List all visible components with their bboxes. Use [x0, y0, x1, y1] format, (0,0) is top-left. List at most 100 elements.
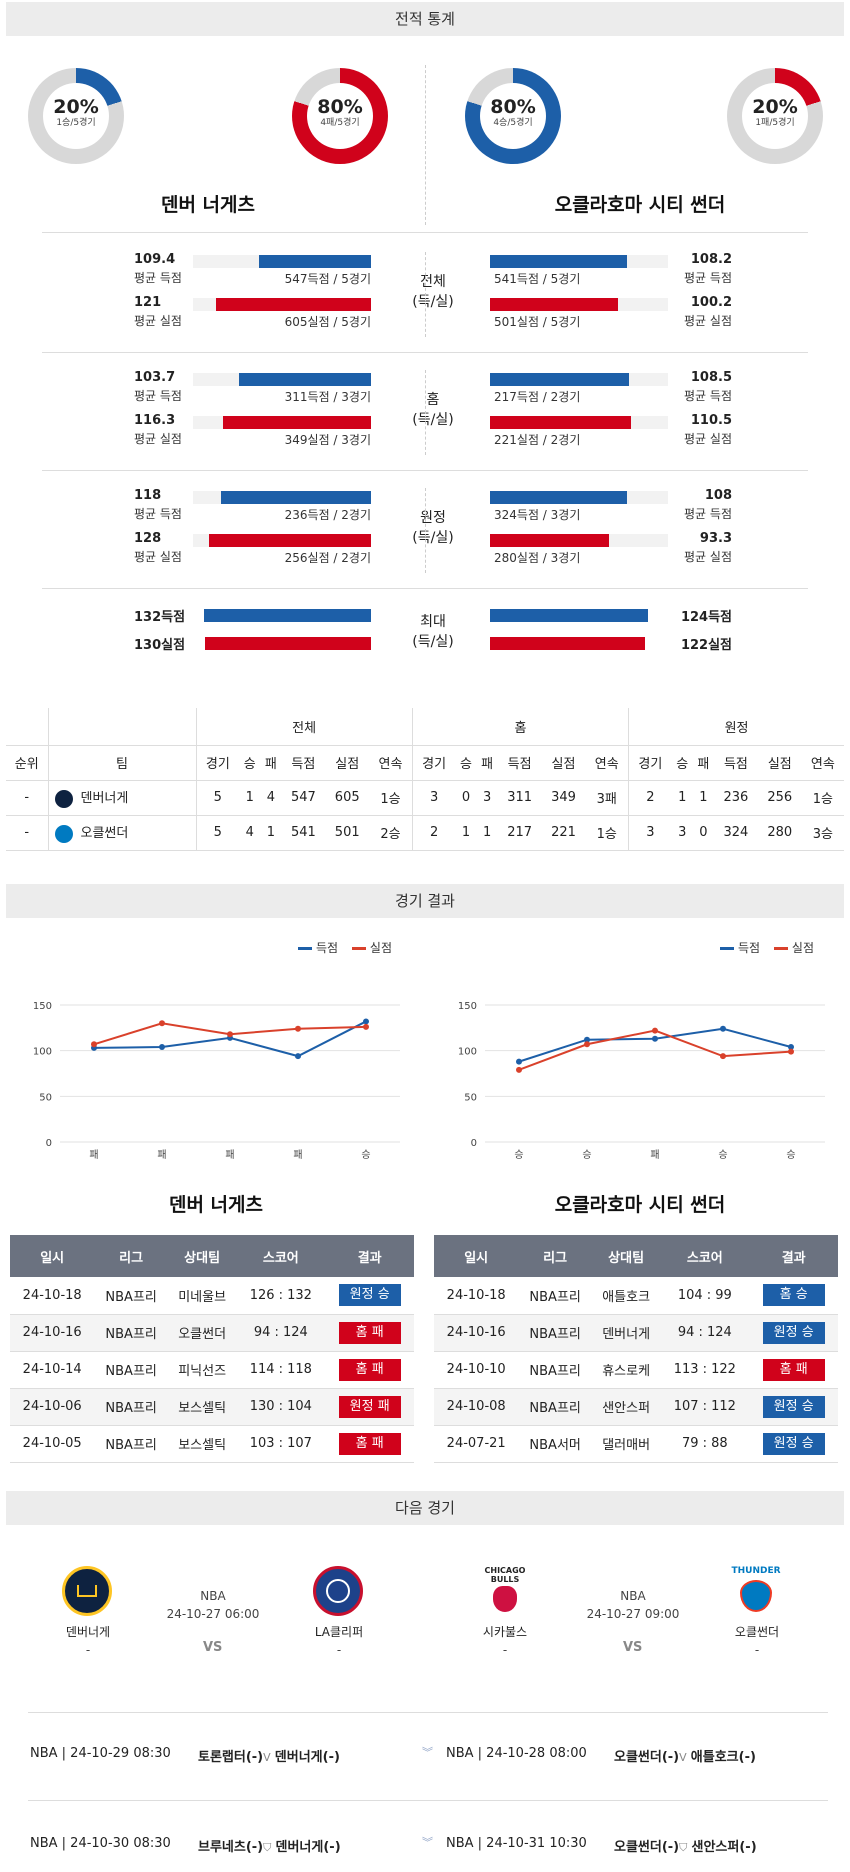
upcoming-team: 토론랩터(-) — [198, 1750, 264, 1765]
result-date: 24-07-21 — [434, 1425, 519, 1463]
column-header: 경기 — [195, 745, 240, 781]
result-score: 107 : 112 — [660, 1388, 750, 1426]
team-logo-icon — [54, 824, 73, 843]
stat-cell: 4 — [260, 780, 282, 816]
stat-caption: 217득점 / 2경기 — [494, 390, 581, 404]
column-header: 승 — [239, 745, 261, 781]
column-header: 스코어 — [660, 1235, 750, 1277]
logo-mark — [326, 1579, 350, 1603]
result-date: 24-10-18 — [10, 1277, 95, 1315]
data-point — [652, 1027, 658, 1034]
stat-bar — [216, 298, 371, 311]
upcoming-left-2-info[interactable]: NBA | 24-10-30 08:30 — [30, 1836, 171, 1851]
thunder-logo-lettering: THUNDER — [731, 1566, 781, 1576]
shield-icon: ⛉ — [679, 1841, 688, 1854]
x-tick-label: 패 — [293, 1149, 302, 1161]
stat-bar — [204, 609, 371, 622]
standings-header-row: 순위 팀 경기 승 패 득점 실점 연속 경기 승 패 득점 실점 연속 경기 승 패 득점 실점 연속 — [6, 745, 844, 781]
stat-value: 110.5 — [690, 413, 732, 428]
column-header: 상대팀 — [591, 1235, 661, 1277]
upcoming-team: 브루네츠(-) — [198, 1840, 264, 1855]
stat-value: 108.5 — [690, 370, 732, 385]
upcoming-left-1-teams[interactable]: 토론랩터(-)V 덴버너게(-) — [198, 1746, 340, 1765]
group-total: 전체 — [195, 708, 413, 746]
result-league: NBA프리 — [94, 1425, 168, 1463]
group-label: 최대 — [420, 614, 446, 630]
team-cell[interactable]: 덴버너게 — [47, 780, 196, 816]
stat-label: 평균 득점 — [134, 389, 182, 403]
divider — [42, 232, 808, 233]
stat-value: 130실점 — [134, 638, 186, 653]
column-header: 일시 — [10, 1235, 95, 1277]
upcoming-left-2-teams[interactable]: 브루네츠(-)⛉ 덴버너게(-) — [198, 1836, 341, 1855]
next-right-team2-score: - — [754, 1643, 760, 1657]
table-row: 24-10-08 NBA프리 샌안스퍼 107 : 112 원정 승 — [434, 1388, 838, 1426]
team-cell[interactable]: 오클썬더 — [47, 815, 196, 851]
result-date: 24-10-16 — [434, 1314, 519, 1352]
stat-bar — [209, 534, 371, 547]
y-tick-label: 150 — [33, 1001, 52, 1012]
home-team-title: 덴버 너게츠 — [160, 194, 255, 216]
result-date: 24-10-05 — [10, 1425, 95, 1463]
stat-cell: 311 — [497, 780, 542, 816]
upcoming-right-2-info[interactable]: NBA | 24-10-31 10:30 — [446, 1836, 587, 1851]
donut-label: 4패/5경기 — [320, 118, 360, 128]
next-right-team1[interactable]: 시카불스 — [482, 1625, 528, 1639]
next-left-team1[interactable]: 덴버너게 — [65, 1625, 111, 1639]
center-divider — [425, 370, 426, 455]
bulls-logo-lettering: CHICAGO BULLS — [484, 1566, 526, 1584]
legend-allowed: 실점 — [369, 941, 393, 955]
table-row: 24-10-18 NBA프리 애틀호크 104 : 99 홈 승 — [434, 1277, 838, 1315]
thunder-logo-icon: THUNDER — [730, 1566, 782, 1616]
data-point — [788, 1044, 794, 1051]
upcoming-team: 오클썬더(-) — [614, 1750, 680, 1765]
stat-cell: 547 — [281, 780, 326, 816]
stat-bar — [259, 255, 371, 268]
column-header: 연속 — [801, 745, 844, 781]
table-row: 24-10-10 NBA프리 휴스로케 113 : 122 홈 패 — [434, 1351, 838, 1389]
stat-cell: 221 — [541, 815, 586, 851]
result-opp: 보스셀틱 — [167, 1388, 237, 1426]
stat-label: 평균 실점 — [134, 432, 182, 446]
column-header: 실점 — [541, 745, 586, 781]
upcoming-team: 덴버너게(-) — [275, 1840, 341, 1855]
result-opp: 애틀호크 — [591, 1277, 661, 1315]
upcoming-right-2-teams[interactable]: 오클썬더(-)⛉ 샌안스퍼(-) — [614, 1836, 757, 1855]
divider — [42, 588, 808, 589]
stat-caption: 501실점 / 5경기 — [494, 315, 581, 329]
stat-cell: 3패 — [585, 780, 629, 816]
stat-cell: 1 — [671, 780, 693, 816]
y-tick-label: 50 — [39, 1092, 52, 1103]
stat-caption: 324득점 / 3경기 — [494, 508, 581, 522]
stat-caption: 311득점 / 3경기 — [284, 390, 371, 404]
next-right-team2[interactable]: 오클썬더 — [734, 1625, 780, 1639]
stat-value: 121 — [134, 295, 162, 310]
series-line-scored — [518, 1027, 792, 1063]
away-loss-donut: 20% 1패/5경기 — [727, 68, 823, 164]
result-badge: 원정 승 — [338, 1284, 401, 1307]
center-divider — [425, 65, 426, 225]
result-opp: 댈러매버 — [591, 1425, 661, 1463]
home-win-donut: 20% 1승/5경기 — [28, 68, 124, 164]
upcoming-right-1-teams[interactable]: 오클썬더(-)V 애틀호크(-) — [614, 1746, 756, 1765]
home-loss-donut: 80% 4패/5경기 — [292, 68, 388, 164]
next-right-vs: VS — [623, 1640, 643, 1655]
team-logo-icon — [54, 789, 73, 808]
donut-label: 4승/5경기 — [493, 118, 533, 128]
table-row: 24-10-14 NBA프리 피닉선즈 114 : 118 홈 패 — [10, 1351, 414, 1389]
stat-cell: 2 — [628, 780, 672, 816]
logo-mark — [493, 1586, 517, 1612]
upcoming-left-1-info[interactable]: NBA | 24-10-29 08:30 — [30, 1746, 171, 1761]
column-header: 패 — [260, 745, 282, 781]
stat-cell: 3 — [628, 815, 672, 851]
stat-bar — [490, 609, 648, 622]
result-league: NBA프리 — [94, 1351, 168, 1389]
stat-label: 평균 실점 — [134, 550, 182, 564]
next-left-team2[interactable]: LA클리퍼 — [314, 1625, 364, 1639]
allowed-swatch — [773, 947, 788, 950]
stat-bar — [490, 534, 609, 547]
stat-value: 132득점 — [134, 610, 186, 625]
data-point — [584, 1041, 590, 1048]
data-point — [516, 1058, 522, 1065]
upcoming-right-1-info[interactable]: NBA | 24-10-28 08:00 — [446, 1746, 587, 1761]
